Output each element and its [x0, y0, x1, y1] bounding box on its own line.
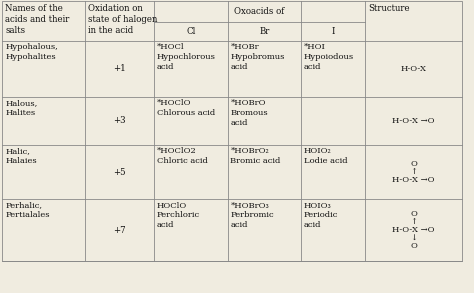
- Text: ↑: ↑: [410, 168, 417, 176]
- Text: I: I: [331, 27, 335, 36]
- Text: *HOBr
Hypobromus
acid: *HOBr Hypobromus acid: [230, 43, 285, 71]
- Text: +3: +3: [113, 116, 126, 125]
- Text: HOClO
Perchloric
acid: HOClO Perchloric acid: [157, 202, 200, 229]
- Text: O: O: [410, 242, 417, 251]
- Text: +5: +5: [113, 168, 126, 177]
- Text: *HOBrO₂
Bromic acid: *HOBrO₂ Bromic acid: [230, 147, 281, 165]
- Text: H-O-X →O: H-O-X →O: [392, 117, 435, 125]
- Text: *HOBrO₃
Perbromic
acid: *HOBrO₃ Perbromic acid: [230, 202, 274, 229]
- Text: Halic,
Halaies: Halic, Halaies: [5, 147, 37, 165]
- Text: H-O-X →O: H-O-X →O: [392, 176, 435, 184]
- Text: O: O: [410, 209, 417, 218]
- Text: Names of the
acids and their
salts: Names of the acids and their salts: [5, 4, 70, 35]
- Text: Hypohalous,
Hypohalites: Hypohalous, Hypohalites: [5, 43, 58, 61]
- Bar: [2, 1, 462, 261]
- Text: Perhalic,
Pertialales: Perhalic, Pertialales: [5, 202, 50, 219]
- Text: ↓: ↓: [410, 234, 417, 242]
- Text: H-O-X →O: H-O-X →O: [392, 226, 435, 234]
- Text: Halous,
Halites: Halous, Halites: [5, 99, 37, 117]
- Text: *HOCl
Hypochlorous
acid: *HOCl Hypochlorous acid: [157, 43, 216, 71]
- Text: *HOClO2
Chloric acid: *HOClO2 Chloric acid: [157, 147, 208, 165]
- Text: HOIO₃
Periodic
acid: HOIO₃ Periodic acid: [304, 202, 338, 229]
- Text: H-O-X: H-O-X: [401, 65, 427, 73]
- Text: Oxidation on
state of halogen
in the acid: Oxidation on state of halogen in the aci…: [88, 4, 157, 35]
- Text: Oxoacids of: Oxoacids of: [234, 7, 285, 16]
- Text: *HOClO
Chlorous acid: *HOClO Chlorous acid: [157, 99, 215, 117]
- Text: Structure: Structure: [368, 4, 410, 13]
- Text: ↑: ↑: [410, 218, 417, 226]
- Text: +1: +1: [113, 64, 126, 73]
- Text: *HOI
Hypoiodous
acid: *HOI Hypoiodous acid: [304, 43, 354, 71]
- Text: +7: +7: [113, 226, 126, 234]
- Text: HOIO₂
Lodie acid: HOIO₂ Lodie acid: [304, 147, 347, 165]
- Text: *HOBrO
Bromous
acid: *HOBrO Bromous acid: [230, 99, 268, 127]
- Text: Br: Br: [259, 27, 269, 36]
- Text: O: O: [410, 160, 417, 168]
- Text: Cl: Cl: [186, 27, 195, 36]
